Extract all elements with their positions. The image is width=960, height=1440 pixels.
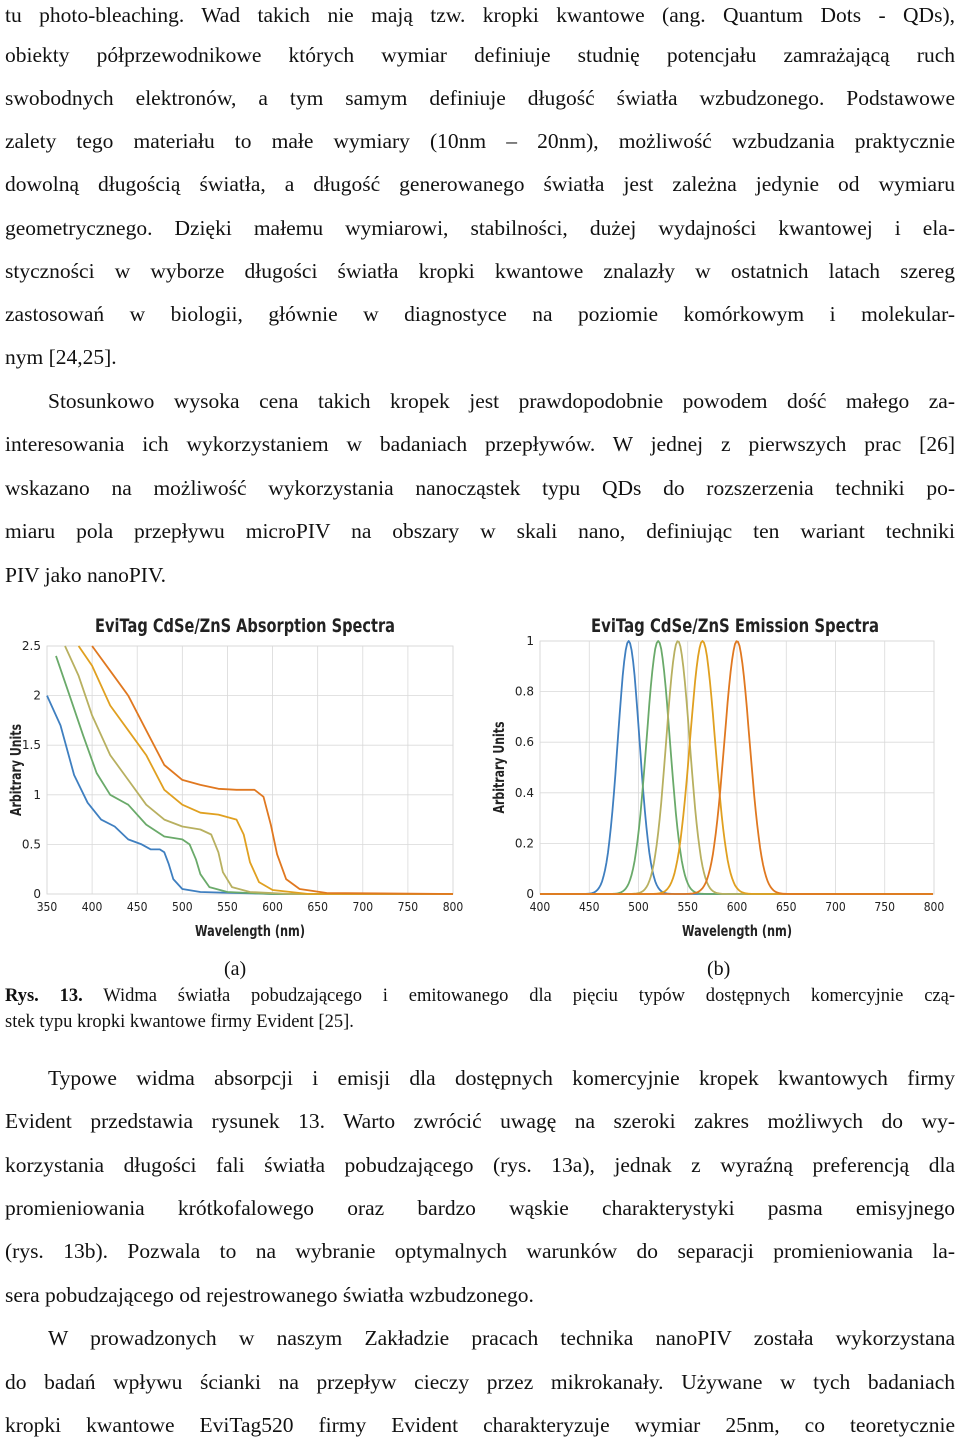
series-line-2 [55, 655, 453, 895]
y-tick-label: 0.2 [515, 836, 534, 850]
series-line-5 [540, 640, 933, 895]
y-tick-label: 1 [526, 634, 534, 648]
y-axis-label: Arbitrary Units [7, 724, 25, 816]
text-line: obiekty półprzewodnikowe których wymiar … [5, 43, 955, 67]
figure-label-b: (b) [707, 958, 731, 980]
x-tick-label: 800 [924, 899, 945, 914]
y-tick-label: 1 [33, 788, 41, 802]
emission-spectra-chart: 400 450 500 550 600 650 700 750 800 0 0.2 0.4 0.6 0.8… [487, 604, 957, 952]
text-line: zastosowań w biologii, głównie w diagnos… [5, 302, 955, 326]
series-line-1 [46, 695, 453, 895]
x-tick-label: 450 [579, 899, 600, 914]
text-line: nym [24,25]. [5, 345, 117, 369]
x-axis-label: Wavelength (nm) [195, 922, 305, 940]
y-tick-label: 0.6 [515, 735, 534, 749]
text-line: korzystania długości fali światła pobudz… [5, 1153, 955, 1177]
y-tick-label: 0.8 [515, 685, 534, 699]
text-line: styczności w wyborze długości światła kr… [5, 259, 955, 283]
x-tick-label: 750 [398, 899, 419, 914]
text-line: interesowania ich wykorzystaniem w badan… [5, 432, 955, 456]
figure-caption: Rys. 13. Widma światła pobudzającego i e… [5, 983, 955, 1009]
y-axis-label: Arbitrary Units [490, 721, 508, 813]
y-tick-label: 2 [33, 689, 41, 703]
x-tick-label: 400 [82, 899, 103, 914]
x-tick-label: 500 [628, 899, 649, 914]
text-line: do badań wpływu ścianki na przepływ ciec… [5, 1370, 955, 1394]
x-tick-label: 600 [727, 899, 748, 914]
text-line: promieniowania krótkofalowego oraz bardz… [5, 1196, 955, 1220]
x-tick-label: 550 [677, 899, 698, 914]
text-line: Typowe widma absorpcji i emisji dla dost… [48, 1066, 955, 1090]
plot-area [46, 645, 454, 895]
series-line-4 [77, 645, 453, 895]
x-tick-label: 650 [307, 899, 328, 914]
figure-label-a: (a) [224, 958, 247, 980]
emission-chart-svg: 400 450 500 550 600 650 700 750 800 0 0.2 0.4 0.6 0.8… [490, 615, 945, 940]
chart-title: EviTag CdSe/ZnS Emission Spectra [591, 615, 879, 637]
x-tick-label: 700 [825, 899, 846, 914]
x-tick-label: 500 [172, 899, 193, 914]
x-axis-label: Wavelength (nm) [682, 922, 792, 940]
text-line: geometrycznego. Dzięki małemu wymiarowi,… [5, 216, 955, 240]
x-tick-label: 750 [874, 899, 895, 914]
x-tick-label: 550 [217, 899, 238, 914]
x-tick-label: 650 [776, 899, 797, 914]
chart-title: EviTag CdSe/ZnS Absorption Spectra [95, 615, 395, 637]
y-tick-label: 0.4 [515, 786, 534, 800]
text-line: dowolną długością światła, a długość gen… [5, 172, 955, 196]
x-tick-label: 800 [443, 899, 463, 914]
text-line: miaru pola przepływu microPIV na obszary… [5, 519, 955, 543]
y-tick-label: 0 [33, 887, 41, 901]
caption-prefix: Rys. 13. [5, 986, 83, 1006]
x-tick-label: 600 [262, 899, 283, 914]
x-tick-label: 450 [127, 899, 148, 914]
x-tick-label: 400 [530, 899, 551, 914]
text-line: sera pobudzającego od rejestrowanego świ… [5, 1283, 534, 1307]
series-line-5 [91, 645, 454, 895]
absorption-chart-svg: 350 400 450 500 550 600 650 700 750 800 0 0.5 1 1.5 2 2… [7, 615, 463, 940]
x-tick-label: 350 [37, 899, 58, 914]
series-line-3 [64, 645, 453, 895]
text-line: wskazano na możliwość wykorzystania nano… [5, 476, 955, 500]
y-tick-label: 1.5 [22, 738, 41, 752]
caption-text: Widma światła pobudzającego i emitowaneg… [82, 986, 955, 1006]
text-line: zalety tego materiału to małe wymiary (1… [5, 129, 955, 153]
absorption-spectra-chart: 350 400 450 500 550 600 650 700 750 800 0 0.5 1 1.5 2 2… [5, 604, 463, 952]
text-line: Stosunkowo wysoka cena takich kropek jes… [48, 389, 955, 413]
text-line: PIV jako nanoPIV. [5, 563, 167, 587]
text-line: swobodnych elektronów, a tym samym defin… [5, 86, 955, 110]
text-line: W prowadzonych w naszym Zakładzie pracac… [48, 1326, 955, 1350]
x-tick-label: 700 [352, 899, 373, 914]
figure-caption-line-2: stek typu kropki kwantowe firmy Evident … [5, 1012, 354, 1032]
text-line: Evident przedstawia rysunek 13. Warto zw… [5, 1109, 955, 1133]
text-line: (rys. 13b). Pozwala to na wybranie optym… [5, 1239, 955, 1263]
y-tick-label: 0 [526, 887, 534, 901]
y-tick-label: 0.5 [22, 837, 41, 851]
y-tick-label: 2.5 [22, 639, 41, 653]
text-line: kropki kwantowe EviTag520 firmy Evident … [5, 1413, 955, 1437]
text-line: tu photo-bleaching. Wad takich nie mają … [5, 3, 955, 27]
